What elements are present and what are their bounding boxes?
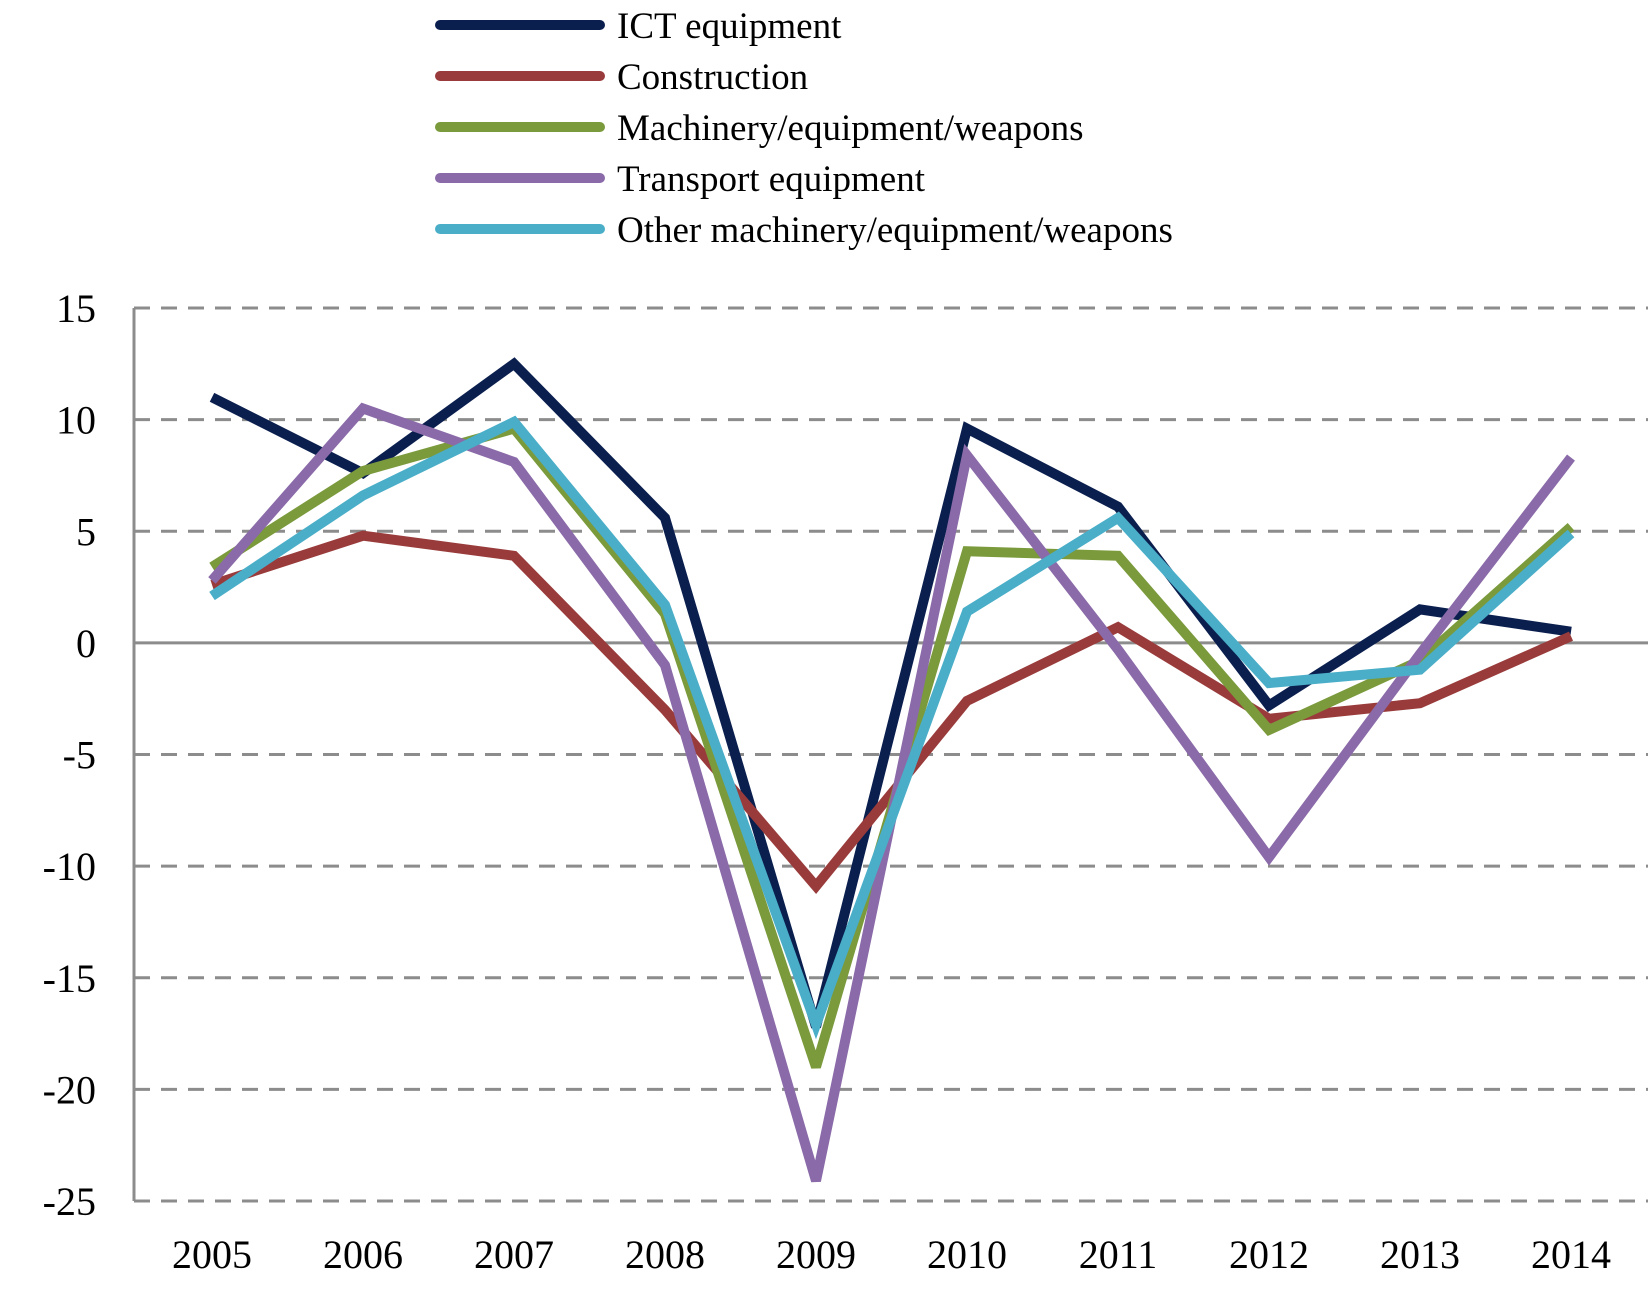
series-lines: [208, 357, 1575, 1183]
series-line-1: [209, 357, 1572, 1029]
series-line-5: [209, 415, 1575, 1040]
axes: [132, 308, 1648, 1201]
x-axis-tick-labels: 2005 2006 2007 2008 2009 2010 2011 2012 2013 2014: [172, 1232, 1611, 1277]
y-axis-tick-labels: 15 10 5 0 -5 -10 -15 -20 -25: [43, 286, 96, 1224]
y-tick-label: -15: [43, 956, 96, 1001]
legend-label: Construction: [617, 57, 808, 98]
x-tick-label: 2007: [474, 1232, 554, 1277]
y-tick-label: 0: [76, 621, 96, 666]
x-tick-label: 2005: [172, 1232, 252, 1277]
y-tick-label: -20: [43, 1067, 96, 1112]
x-tick-label: 2012: [1229, 1232, 1309, 1277]
x-tick-label: 2006: [323, 1232, 403, 1277]
y-tick-label: -5: [63, 733, 96, 778]
x-tick-label: 2014: [1531, 1232, 1611, 1277]
legend-label: Machinery/equipment/weapons: [617, 108, 1083, 149]
legend: ICT equipment Construction Machinery/equip…: [435, 6, 1173, 251]
x-tick-label: 2013: [1380, 1232, 1460, 1277]
x-tick-label: 2009: [776, 1232, 856, 1277]
y-tick-label: 15: [56, 286, 96, 331]
x-tick-label: 2011: [1079, 1232, 1158, 1277]
y-tick-label: -10: [43, 844, 96, 889]
gridlines: [134, 306, 1648, 1203]
y-tick-label: 5: [76, 509, 96, 554]
legend-label: ICT equipment: [617, 6, 842, 47]
x-tick-label: 2008: [625, 1232, 705, 1277]
series-line-4: [208, 402, 1575, 1183]
legend-label: Transport equipment: [617, 159, 926, 200]
y-tick-label: -25: [43, 1179, 96, 1224]
x-tick-label: 2010: [927, 1232, 1007, 1277]
legend-label: Other machinery/equipment/weapons: [617, 210, 1173, 251]
y-tick-label: 10: [56, 398, 96, 443]
